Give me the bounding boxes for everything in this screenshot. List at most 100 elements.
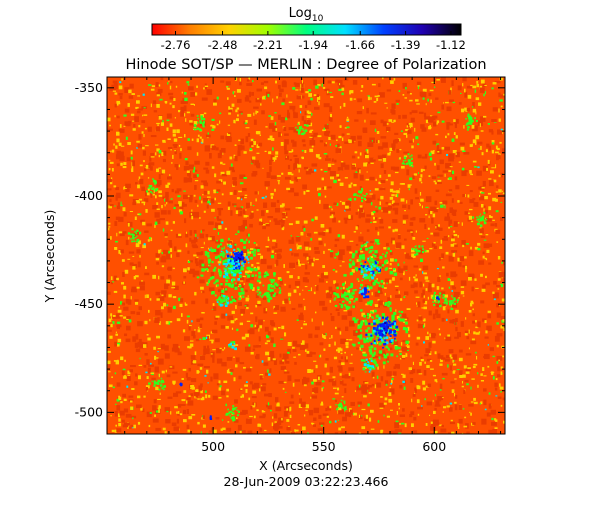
map-speckle [256,88,262,92]
map-speckle [495,198,498,202]
map-polarized-pixel [353,254,355,257]
map-speckle [376,278,378,280]
map-speckle [271,246,276,249]
map-polarized-pixel [446,300,448,302]
map-speckle [192,361,195,363]
map-polarized-pixel [377,339,380,341]
map-speckle [390,251,393,256]
map-polarized-pixel [163,385,166,388]
map-speckle [434,162,436,166]
map-speckle [289,158,292,161]
map-speckle [378,356,381,359]
map-speckle [484,85,487,86]
map-speckle [146,334,149,336]
map-speckle [261,410,264,413]
map-polarized-pixel [153,382,157,385]
map-polarized-pixel [368,322,371,325]
map-speckle [231,296,233,299]
map-speckle [261,210,265,217]
map-polarized-pixel [363,314,366,318]
map-speckle [395,139,400,142]
map-speckle [153,189,155,193]
map-speckle [159,98,163,101]
map-speckle [251,396,257,399]
map-speckle [302,426,306,431]
map-speckle [328,227,332,234]
map-speckle [288,187,295,193]
map-speckle [382,158,387,162]
map-speckle [133,276,136,280]
map-speckle [187,267,190,271]
map-speckle [382,154,387,158]
map-speckle [272,157,277,160]
map-polarized-pixel [238,292,242,296]
map-speckle [474,320,477,323]
map-speckle [422,240,426,242]
map-speckle [128,251,135,254]
map-speckle [325,229,330,233]
map-speckle [434,407,437,411]
map-speckle [303,376,307,380]
map-speckle [242,249,248,256]
map-speckle [264,86,268,90]
map-speckle [403,314,407,319]
map-speckle [422,169,425,171]
map-polarized-pixel [433,291,436,294]
map-speckle [298,303,303,308]
map-speckle [205,169,210,174]
map-polarized-pixel [265,271,268,274]
map-speckle [403,271,405,276]
map-speckle [260,255,263,260]
map-speckle [403,155,408,158]
map-speckle [172,133,176,137]
map-speckle [358,432,362,434]
map-speckle [423,295,425,298]
map-speckle [156,261,159,265]
map-speckle [186,170,190,173]
map-speckle [292,141,297,147]
map-speckle [249,223,253,228]
map-speckle [269,368,272,373]
map-speckle [476,356,478,360]
map-speckle [127,142,131,145]
map-speckle [336,202,339,206]
map-speckle [300,87,304,93]
map-speckle [315,258,319,261]
map-speckle [413,265,419,268]
map-polarized-pixel [363,293,366,297]
map-speckle [164,198,166,202]
map-speckle [310,287,312,292]
map-polarized-pixel [345,408,348,411]
map-polarized-pixel [485,218,488,221]
map-speckle [332,269,335,271]
map-polarized-pixel [162,381,165,383]
map-speckle [296,95,301,100]
map-speckle [478,102,482,106]
map-speckle [240,138,244,145]
map-speckle [383,247,387,250]
map-speckle [321,387,323,392]
map-speckle [261,110,265,115]
map-speckle [363,395,367,398]
map-polarized-pixel [362,367,366,371]
plot-frame [106,76,506,435]
map-speckle [448,235,450,238]
map-speckle [336,174,340,177]
map-speckle [135,243,140,248]
map-speckle [289,248,292,251]
map-speckle [421,307,424,309]
map-speckle [300,232,304,236]
map-speckle [227,206,230,210]
colorbar-tick-label: -2.76 [161,38,191,52]
map-speckle [423,370,427,376]
map-speckle [169,123,173,127]
map-speckle [134,216,137,220]
map-speckle [158,115,163,120]
map-speckle [286,271,290,274]
map-speckle [204,390,207,393]
map-speckle [498,108,500,113]
map-speckle [396,148,400,153]
map-speckle [143,243,146,246]
map-speckle [430,294,434,299]
map-speckle [155,357,159,359]
